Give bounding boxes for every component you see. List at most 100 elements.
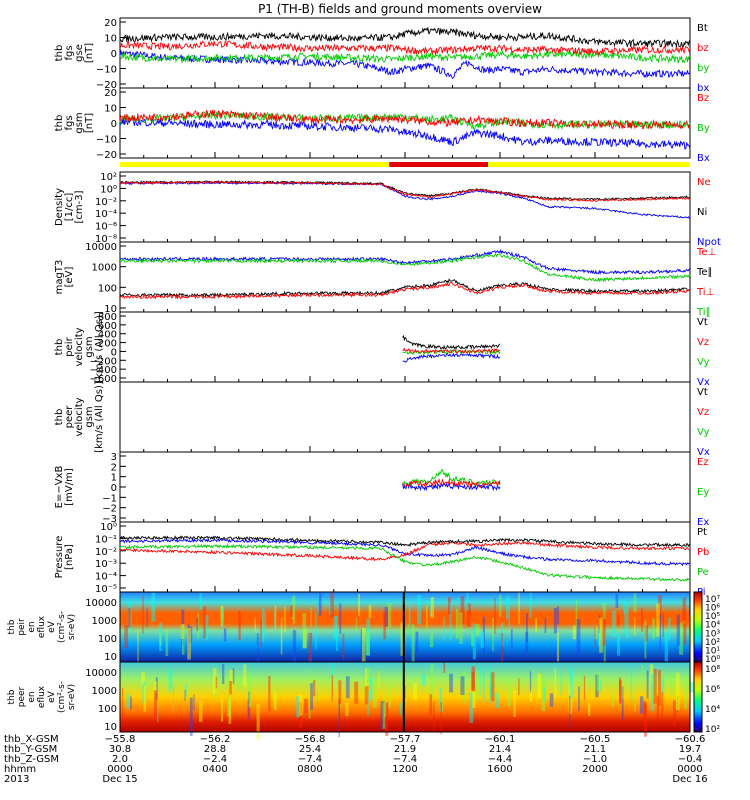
spectrogram-texture	[612, 610, 616, 637]
colorbar-tick-label: 10¹	[705, 646, 720, 656]
series-Ez	[402, 477, 501, 488]
spectrogram-texture	[553, 608, 557, 634]
y-tick-label: 10⁻³	[95, 559, 117, 570]
spectrogram-texture	[598, 614, 601, 633]
spectrogram-texture	[360, 629, 362, 667]
status-bar-segment	[389, 162, 489, 167]
spectrogram-peir-en-eflux	[120, 592, 690, 662]
ephemeris-value: 25.4	[299, 744, 321, 755]
series-Vx	[402, 352, 501, 363]
colorbar-tick-label: 10⁷	[705, 595, 720, 605]
y-axis-label: thb	[7, 689, 17, 704]
ephemeris-row-label: thb_Z-GSM	[4, 754, 59, 765]
legend-bx: bx	[697, 83, 709, 94]
legend-Vy: Vy	[697, 427, 710, 438]
y-axis-label: peer	[17, 686, 27, 707]
legend-By: By	[697, 123, 710, 134]
legend-Vz: Vz	[697, 407, 709, 418]
spectrogram-texture	[187, 627, 191, 660]
spectrogram-texture	[280, 617, 283, 655]
spectrogram-texture	[460, 596, 465, 625]
spectrogram-texture	[529, 690, 532, 702]
spectrogram-texture	[643, 700, 647, 723]
spectrogram-texture	[290, 605, 293, 617]
y-tick-label: 1	[111, 473, 117, 484]
spectrogram-texture	[373, 679, 377, 708]
y-tick-label: 10⁰	[100, 184, 117, 195]
spectrogram-texture	[583, 676, 586, 700]
spectrogram-texture	[599, 617, 603, 653]
spectrogram-texture	[430, 596, 434, 619]
ephemeris-value: Dec 15	[102, 774, 137, 785]
y-tick-label: 10⁻²	[95, 547, 117, 558]
series-bz	[119, 40, 691, 56]
ephemeris-value: 21.9	[394, 744, 416, 755]
series-by	[119, 49, 691, 65]
y-axis-label: fgs	[64, 115, 75, 130]
status-bar-segment	[120, 162, 390, 167]
spectrogram-texture	[634, 695, 636, 712]
spectrogram-texture	[683, 624, 687, 646]
spectrogram-texture	[292, 630, 297, 666]
spectrogram-texture	[400, 622, 404, 656]
spectrogram-texture	[482, 616, 485, 653]
spectrogram-texture	[187, 623, 190, 656]
plot-title: P1 (TH-B) fields and ground moments over…	[258, 2, 542, 16]
y-tick-label: 400	[98, 330, 117, 341]
spectrogram-texture	[568, 683, 573, 714]
series-Pb	[119, 540, 691, 562]
spectrogram-texture	[274, 688, 277, 708]
spectrogram-texture	[659, 614, 661, 653]
ephemeris-row-label: 2013	[4, 774, 29, 785]
spectrogram-texture	[185, 683, 188, 698]
spectrogram-texture	[541, 677, 546, 712]
series-Vt	[402, 334, 501, 351]
ephemeris-row-label: hhmm	[4, 764, 36, 775]
legend-Vx: Vx	[697, 447, 710, 458]
spectrogram-texture	[146, 607, 148, 628]
spectrogram-texture	[329, 603, 333, 615]
y-axis-label: en	[27, 621, 37, 632]
spectrogram-texture	[447, 597, 451, 615]
spectrogram-texture	[643, 702, 647, 737]
spectrogram-texture	[366, 631, 369, 650]
spectrogram-texture	[345, 676, 350, 699]
spectrogram-texture	[248, 691, 251, 720]
spectrogram-texture	[159, 632, 162, 646]
spectrogram-texture	[316, 690, 318, 703]
spectrogram-texture	[569, 668, 573, 698]
legend-Npot: Npot	[697, 237, 721, 248]
spectrogram-texture	[664, 632, 669, 665]
spectrogram-texture	[256, 703, 260, 740]
spectrogram-texture	[619, 679, 622, 703]
spectrogram-texture	[525, 631, 529, 656]
spectrogram-texture	[220, 605, 224, 627]
spectrogram-texture	[471, 671, 475, 691]
legend-Bz: Bz	[697, 93, 709, 104]
spectrogram-texture	[662, 613, 664, 637]
y-tick-label: 0	[111, 347, 117, 358]
spectrogram-texture	[141, 672, 145, 685]
spectrogram-texture	[560, 671, 562, 696]
spectrogram-texture	[291, 596, 294, 620]
spectrogram-texture	[510, 628, 513, 649]
spectrogram-texture	[155, 677, 158, 700]
colorbar-tick-label: 10²	[705, 725, 720, 735]
spectrogram-texture	[615, 593, 619, 608]
spectrogram-texture	[652, 618, 655, 640]
y-tick-label: 100	[98, 704, 117, 715]
spectrogram-texture	[441, 697, 444, 712]
y-tick-label: 10	[104, 104, 117, 115]
spectrogram-texture	[576, 619, 581, 656]
spectrogram-texture	[661, 678, 665, 695]
spectrogram-texture	[634, 617, 636, 636]
spectrogram-texture	[600, 679, 602, 692]
y-tick-label: 800	[98, 312, 117, 323]
ephemeris-row-label: thb_Y-GSM	[4, 744, 57, 755]
y-tick-label: 10000	[85, 668, 117, 679]
spectrogram-texture	[490, 672, 495, 702]
spectrogram-texture	[165, 628, 169, 656]
ephemeris-row-label: thb_X-GSM	[4, 734, 59, 745]
y-tick-label: 200	[98, 339, 117, 350]
spectrogram-texture	[595, 625, 597, 639]
